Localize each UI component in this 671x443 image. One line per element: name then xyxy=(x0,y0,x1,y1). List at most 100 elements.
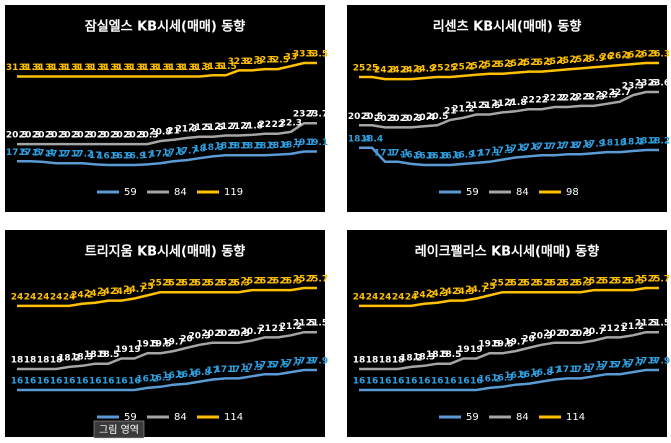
data-label: 17.8 xyxy=(557,141,579,151)
data-label: 23.6 xyxy=(635,78,657,88)
data-label: 24 xyxy=(63,292,76,302)
data-label: 25.3 xyxy=(188,279,210,289)
data-label: 21 xyxy=(614,324,627,334)
data-label: 31.3 xyxy=(110,63,132,73)
data-label: 21.2 xyxy=(622,322,644,332)
data-label: 20.3 xyxy=(71,131,93,141)
data-label: 20.5 xyxy=(557,329,579,339)
data-label: 31.3 xyxy=(136,63,158,73)
data-label: 18.2 xyxy=(400,353,422,363)
data-label: 20.5 xyxy=(426,112,448,122)
data-label: 31.3 xyxy=(84,63,106,73)
data-label: 18.2 xyxy=(58,353,80,363)
data-label: 31.3 xyxy=(149,63,171,73)
data-label: 16 xyxy=(444,377,457,387)
data-label: 18.3 xyxy=(413,352,435,362)
data-label: 25.3 xyxy=(491,60,513,70)
data-label: 16 xyxy=(457,377,470,387)
data-label: 25.1 xyxy=(452,62,474,72)
data-label: 25.7 xyxy=(635,275,657,285)
data-label: 24.8 xyxy=(400,66,422,76)
data-label: 17.1 xyxy=(228,365,250,375)
data-label: 17.7 xyxy=(175,147,197,157)
data-label: 31.3 xyxy=(97,63,119,73)
data-label: 17.1 xyxy=(374,148,396,158)
data-label: 18.2 xyxy=(635,136,657,146)
data-label: 16 xyxy=(353,377,366,387)
data-label: 20.3 xyxy=(58,131,80,141)
data-label: 20.5 xyxy=(228,329,250,339)
data-label: 16 xyxy=(63,377,76,387)
data-label: 18 xyxy=(392,355,405,365)
data-label: 24.5 xyxy=(110,287,132,297)
data-label: 20.5 xyxy=(544,329,566,339)
data-label: 17 xyxy=(206,366,219,376)
legend-label: 59 xyxy=(466,187,479,198)
data-label: 17.5 xyxy=(254,361,276,371)
data-label: 19.5 xyxy=(491,340,513,350)
data-label: 25.5 xyxy=(583,277,605,287)
data-label: 17.7 xyxy=(544,142,566,152)
data-label: 17.9 xyxy=(306,357,328,367)
data-label: 17.5 xyxy=(19,148,41,158)
data-label: 24 xyxy=(405,292,418,302)
data-label: 20.3 xyxy=(400,114,422,124)
data-label: 24.5 xyxy=(439,287,461,297)
data-label: 32.3 xyxy=(241,57,263,67)
data-label: 25.4 xyxy=(504,59,526,69)
data-label: 21.7 xyxy=(228,122,250,132)
data-label: 16.2 xyxy=(136,374,158,384)
data-label: 18.5 xyxy=(254,142,276,152)
data-label: 20.7 xyxy=(583,327,605,337)
data-label: 26.2 xyxy=(622,51,644,61)
data-label: 24 xyxy=(50,292,63,302)
data-label: 25.7 xyxy=(306,275,328,285)
data-label: 26.1 xyxy=(609,52,631,62)
series-line xyxy=(359,330,659,371)
data-label: 18.2 xyxy=(648,136,670,146)
data-label: 24.9 xyxy=(413,65,435,75)
data-label: 20.4 xyxy=(413,113,435,123)
data-label: 22 xyxy=(522,96,535,106)
data-label: 17.5 xyxy=(596,361,618,371)
data-label: 18.5 xyxy=(228,142,250,152)
chart-title: 트리지움 KB시세(매매) 동향 xyxy=(85,244,246,260)
data-label: 16.8 xyxy=(439,152,461,162)
data-label: 25 xyxy=(353,63,366,73)
data-label: 16 xyxy=(431,377,444,387)
data-label: 16 xyxy=(37,377,50,387)
data-label: 24 xyxy=(11,292,24,302)
data-label: 25.3 xyxy=(491,279,513,289)
data-label: 22 xyxy=(535,96,548,106)
data-label: 20.3 xyxy=(97,131,119,141)
data-label: 16.6 xyxy=(517,370,539,380)
data-label: 16.6 xyxy=(175,370,197,380)
data-label: 18 xyxy=(37,355,50,365)
data-label: 16.8 xyxy=(530,368,552,378)
data-label: 25.5 xyxy=(280,277,302,287)
data-label: 17.1 xyxy=(215,365,237,375)
data-label: 18 xyxy=(24,355,37,365)
data-label: 20.5 xyxy=(348,112,370,122)
data-label: 18 xyxy=(379,355,392,365)
data-label: 25.3 xyxy=(517,279,539,289)
data-label: 18 xyxy=(601,139,614,149)
data-label: 24.8 xyxy=(387,66,409,76)
data-label: 20.8 xyxy=(149,128,171,138)
data-label: 24 xyxy=(392,292,405,302)
data-label: 21 xyxy=(167,126,180,136)
data-label: 24.7 xyxy=(123,285,145,295)
data-label: 16.5 xyxy=(162,371,184,381)
data-label: 21.7 xyxy=(491,99,513,109)
data-label: 17 xyxy=(548,366,561,376)
data-label: 18.3 xyxy=(71,352,93,362)
data-label: 17.7 xyxy=(280,359,302,369)
data-label: 18.4 xyxy=(348,134,370,144)
data-label: 25.3 xyxy=(478,60,500,70)
chart-title: 레이크팰리스 KB시세(매매) 동향 xyxy=(415,244,599,260)
series-line xyxy=(359,61,659,81)
chart-title: 잠실엘스 KB시세(매매) 동향 xyxy=(85,19,246,35)
data-label: 17.2 xyxy=(45,150,67,160)
data-label: 25.3 xyxy=(162,279,184,289)
